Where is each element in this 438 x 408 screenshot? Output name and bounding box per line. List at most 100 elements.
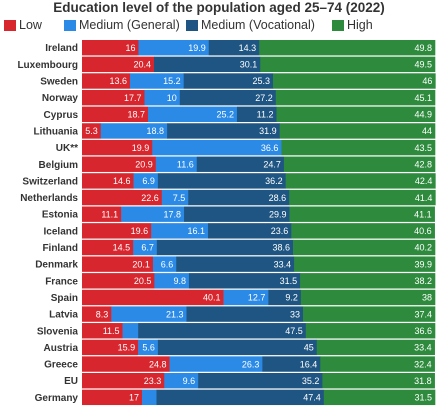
bar-medium-vocational-netherlands — [188, 189, 290, 206]
value-label-medium-general-iceland: 16.1 — [187, 226, 205, 236]
value-label-low-spain: 40.1 — [203, 293, 221, 303]
value-label-medium-vocational-france: 31.5 — [280, 276, 298, 286]
legend-swatch-medium-general — [64, 20, 76, 31]
legend: Low Medium (General) Medium (Vocational)… — [4, 17, 438, 33]
category-label-luxembourg: Luxembourg — [17, 60, 78, 71]
bar-medium-vocational-denmark — [176, 256, 295, 272]
value-label-medium-vocational-norway: 27.2 — [255, 93, 273, 103]
value-label-high-sweden: 46 — [422, 76, 432, 86]
bar-high-sweden — [272, 73, 436, 89]
value-label-medium-vocational-sweden: 25.3 — [252, 76, 270, 86]
value-label-low-switzerland: 14.6 — [113, 176, 131, 186]
category-label-slovenia: Slovenia — [37, 326, 79, 337]
bar-medium-general-uk — [152, 139, 282, 156]
value-label-low-ireland: 16 — [125, 43, 135, 53]
value-label-medium-vocational-denmark: 33.4 — [274, 259, 292, 269]
value-label-medium-general-eu: 9.6 — [183, 376, 196, 386]
bar-medium-vocational-lithuania — [167, 123, 280, 139]
bar-medium-vocational-iceland — [208, 223, 292, 239]
bar-medium-general-slovenia — [122, 323, 139, 339]
category-label-switzerland: Switzerland — [22, 176, 78, 187]
value-label-medium-vocational-ireland: 14.3 — [239, 43, 257, 53]
bar-high-finland — [293, 239, 436, 256]
value-label-high-belgium: 42.8 — [414, 159, 432, 169]
bar-high-denmark — [294, 256, 436, 272]
bar-high-austria — [316, 339, 435, 356]
bar-low-iceland — [82, 223, 152, 239]
category-label-iceland: Iceland — [44, 226, 78, 237]
value-label-medium-vocational-cyprus: 11.2 — [257, 110, 274, 120]
category-label-latvia: Latvia — [49, 310, 78, 321]
bar-low-lithuania — [82, 123, 102, 139]
value-label-low-france: 20.5 — [134, 276, 152, 286]
bar-low-germany — [82, 389, 143, 406]
bar-medium-general-switzerland — [133, 173, 159, 189]
category-label-spain: Spain — [51, 293, 78, 304]
bar-low-denmark — [82, 256, 154, 272]
bar-medium-vocational-sweden — [183, 73, 274, 89]
bar-high-luxembourg — [260, 56, 436, 73]
bar-low-latvia — [82, 306, 112, 322]
value-label-low-eu: 23.3 — [144, 376, 162, 386]
legend-label-high: High — [347, 18, 373, 32]
bar-high-uk — [281, 139, 436, 156]
bar-medium-vocational-eu — [198, 373, 323, 389]
value-label-medium-general-finland: 6.7 — [141, 243, 154, 253]
bar-medium-general-netherlands — [161, 189, 189, 206]
bar-low-estonia — [82, 206, 122, 222]
bar-high-cyprus — [276, 106, 436, 122]
value-label-medium-vocational-slovenia: 47.5 — [285, 326, 303, 336]
category-label-sweden: Sweden — [40, 77, 78, 88]
bar-low-switzerland — [82, 173, 134, 189]
bar-medium-vocational-cyprus — [236, 106, 277, 122]
bar-medium-vocational-norway — [179, 89, 277, 106]
category-label-eu: EU — [64, 376, 78, 387]
value-label-low-uk: 19.9 — [132, 143, 150, 153]
value-label-medium-general-cyprus: 25.2 — [216, 110, 234, 120]
bar-medium-vocational-belgium — [196, 156, 285, 172]
chart-title: Education level of the population aged 2… — [53, 0, 385, 15]
value-label-medium-general-sweden: 15.2 — [163, 76, 181, 86]
value-label-high-switzerland: 42.4 — [415, 176, 433, 186]
bar-low-netherlands — [82, 189, 163, 206]
legend-swatch-high — [332, 20, 344, 31]
bar-low-cyprus — [82, 106, 149, 122]
category-label-belgium: Belgium — [39, 160, 79, 171]
category-label-greece: Greece — [44, 360, 78, 371]
category-label-austria: Austria — [44, 343, 79, 354]
value-label-medium-vocational-estonia: 29.9 — [269, 209, 287, 219]
value-label-high-france: 38.2 — [414, 276, 432, 286]
bar-medium-vocational-spain — [268, 289, 302, 306]
value-label-medium-general-uk: 36.6 — [261, 143, 279, 153]
bar-high-belgium — [283, 156, 436, 172]
bar-medium-vocational-luxembourg — [154, 56, 261, 73]
value-label-medium-vocational-luxembourg: 30.1 — [240, 60, 258, 70]
bar-medium-general-sweden — [130, 73, 184, 89]
value-label-medium-general-greece: 26.3 — [242, 359, 260, 369]
bar-medium-vocational-latvia — [186, 306, 304, 322]
value-label-low-denmark: 20.1 — [132, 259, 150, 269]
value-label-high-norway: 45.1 — [414, 93, 432, 103]
category-label-lithuania: Lithuania — [34, 126, 79, 137]
value-label-medium-vocational-lithuania: 31.9 — [259, 126, 277, 136]
bar-medium-general-lithuania — [100, 123, 168, 139]
value-label-high-spain: 38 — [422, 293, 432, 303]
value-label-medium-general-lithuania: 18.8 — [147, 126, 165, 136]
bar-medium-general-ireland — [138, 40, 210, 56]
value-label-low-slovenia: 11.5 — [103, 326, 120, 336]
bar-high-eu — [322, 373, 435, 389]
value-label-medium-general-france: 9.8 — [173, 276, 186, 286]
bar-high-netherlands — [289, 189, 436, 206]
bar-medium-general-estonia — [121, 206, 185, 222]
category-label-denmark: Denmark — [35, 260, 78, 271]
value-label-low-luxembourg: 20.4 — [133, 60, 151, 70]
value-label-high-ireland: 49.8 — [414, 43, 432, 53]
bar-low-luxembourg — [82, 56, 155, 73]
bar-medium-general-denmark — [152, 256, 177, 272]
value-label-high-latvia: 37.4 — [414, 309, 432, 319]
value-label-medium-vocational-iceland: 23.6 — [271, 226, 289, 236]
value-label-low-sweden: 13.6 — [109, 76, 127, 86]
legend-label-medium-general: Medium (General) — [79, 18, 180, 32]
category-label-germany: Germany — [35, 393, 79, 404]
